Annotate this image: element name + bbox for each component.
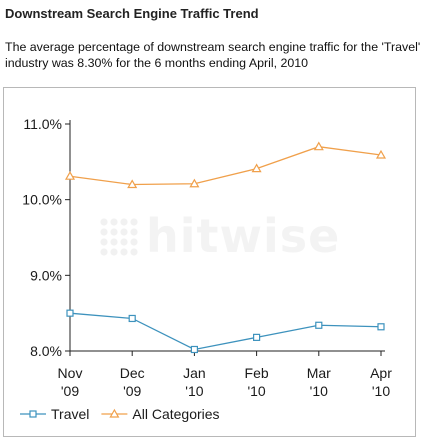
watermark-text: hitwise xyxy=(146,209,340,263)
data-point xyxy=(66,309,74,317)
x-tick-label: Mar xyxy=(307,365,331,381)
x-tick-label-year: '10 xyxy=(247,383,265,399)
series-line xyxy=(69,146,382,186)
series-line xyxy=(69,312,382,351)
data-point xyxy=(253,333,261,341)
data-point xyxy=(64,171,76,180)
data-point xyxy=(190,345,198,354)
x-tick-label-year: '10 xyxy=(310,383,328,399)
legend-label: Travel xyxy=(51,406,89,422)
legend-item-all-categories: All Categories xyxy=(101,406,220,422)
data-point xyxy=(377,323,385,331)
axes: 8.0% 9.0% 10.0% 11.0% Nov '09 Dec '09 Jan '10 Feb '… xyxy=(22,116,392,399)
data-point xyxy=(251,163,262,173)
data-point xyxy=(315,321,323,329)
x-tick-label: Dec xyxy=(120,365,145,381)
series-all-categories xyxy=(64,141,387,189)
x-tick-label-year: '10 xyxy=(185,383,203,399)
watermark-grid-icon xyxy=(100,218,138,256)
data-point xyxy=(127,179,138,189)
data-point xyxy=(189,178,200,188)
legend-item-travel: Travel xyxy=(20,406,89,422)
series-travel xyxy=(66,309,385,354)
y-tick-label: 8.0% xyxy=(30,343,62,359)
chart-title: Downstream Search Engine Traffic Trend xyxy=(5,6,259,21)
x-tick-label: Apr xyxy=(370,365,392,381)
x-tick-label-year: '09 xyxy=(61,383,79,399)
y-tick-label: 11.0% xyxy=(23,116,62,132)
y-tick-label: 9.0% xyxy=(30,267,62,283)
legend: Travel All Categories xyxy=(20,406,220,422)
x-tick-label: Jan xyxy=(183,365,206,381)
data-point xyxy=(375,149,387,159)
y-tick-label: 10.0% xyxy=(22,192,62,208)
legend-label: All Categories xyxy=(132,406,219,422)
x-tick-label-year: '09 xyxy=(123,383,141,399)
x-tick-label-year: '10 xyxy=(372,383,390,399)
series-group xyxy=(64,141,387,354)
legend-square-icon xyxy=(29,410,37,418)
data-point xyxy=(313,141,324,151)
x-tick-label: Feb xyxy=(245,365,269,381)
watermark: hitwise xyxy=(100,209,340,263)
line-chart: hitwise 8.0% 9.0% 10.0% 11.0% Nov '09 Dec '09 Ja… xyxy=(20,116,392,422)
chart-description: The average percentage of downstream sea… xyxy=(5,40,421,70)
x-tick-label: Nov xyxy=(58,365,83,381)
legend-triangle-icon xyxy=(109,408,120,418)
data-point xyxy=(128,314,136,323)
chart-panel: hitwise 8.0% 9.0% 10.0% 11.0% Nov '09 Dec '09 Ja… xyxy=(3,87,416,437)
